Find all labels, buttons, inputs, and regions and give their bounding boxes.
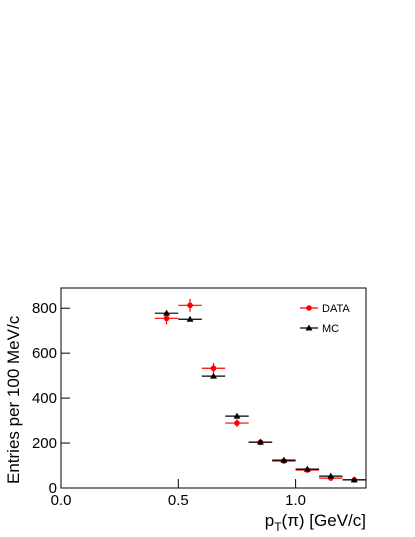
- marker: [210, 365, 217, 372]
- marker: [186, 315, 194, 322]
- legend-marker: [306, 305, 312, 311]
- marker: [350, 476, 358, 483]
- y-tick-label: 600: [32, 345, 57, 362]
- x-tick-label: 0.0: [51, 492, 72, 509]
- marker: [327, 472, 335, 479]
- y-tick-label: 200: [32, 435, 57, 452]
- marker: [256, 438, 264, 445]
- plot-frame: [60, 287, 367, 489]
- marker: [303, 465, 311, 472]
- marker: [280, 456, 288, 463]
- marker: [163, 309, 171, 316]
- x-label-main: p: [265, 511, 274, 530]
- y-tick-label: 800: [32, 300, 57, 317]
- marker: [233, 412, 241, 419]
- x-tick-label: 1.0: [285, 492, 306, 509]
- marker: [187, 302, 193, 309]
- legend-marker: [305, 324, 313, 331]
- y-axis-label: Entries per 100 MeV/c: [4, 315, 23, 484]
- y-tick-label: 0: [49, 480, 57, 497]
- x-label-sub: T: [274, 520, 282, 534]
- legend-label: DATA: [322, 303, 350, 315]
- legend-label: MC: [322, 323, 339, 335]
- marker: [210, 372, 217, 379]
- x-tick-label: 0.5: [168, 492, 189, 509]
- x-label-rest: (π) [GeV/c]: [282, 511, 366, 530]
- marker: [163, 315, 170, 322]
- marker: [234, 420, 240, 426]
- y-tick-label: 400: [32, 390, 57, 407]
- x-axis-label: pT(π) [GeV/c]: [265, 511, 366, 534]
